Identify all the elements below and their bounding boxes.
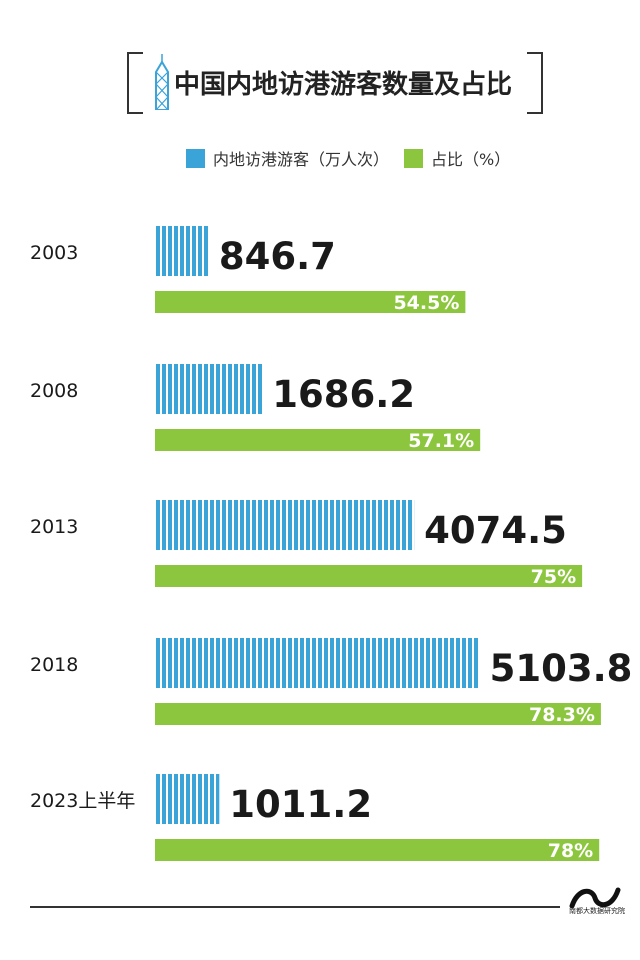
legend-label-share: 占比（%） [431,150,511,169]
right-bracket [527,52,543,114]
share-value-label: 78% [548,840,593,862]
footer-rule [30,906,560,908]
visitors-value-label: 1686.2 [272,373,415,416]
visitors-bar [155,774,220,824]
bank-of-china-tower-icon [155,54,169,110]
left-bracket [127,52,143,114]
category-label: 2003 [30,242,78,264]
legend-item-share: 占比（%） [404,146,510,170]
visitors-value-label: 1011.2 [229,783,372,826]
category-label: 2013 [30,516,78,538]
category-label: 2023上半年 [30,790,135,812]
category-label: 2018 [30,654,78,676]
legend-swatch-share [404,148,423,168]
visitors-bar [155,638,480,688]
chart-title: 中国内地访港游客数量及占比 [174,70,513,100]
share-value-label: 75% [531,566,576,588]
share-value-label: 57.1% [408,430,474,452]
legend: 内地访港游客（万人次） 占比（%） [0,146,640,170]
visitors-value-label: 5103.8 [490,647,633,690]
visitors-value-label: 846.7 [219,235,336,278]
category-label: 2008 [30,380,78,402]
share-value-label: 78.3% [529,704,595,726]
share-bar [155,565,583,587]
share-value-label: 54.5% [393,292,459,314]
legend-swatch-visitors [186,148,205,168]
visitors-bar [155,500,415,550]
visitors-value-label: 4074.5 [424,509,567,552]
logo-text: 南都大数据研究院 [569,907,625,915]
visitors-bar [155,226,209,276]
legend-item-visitors: 内地访港游客（万人次） [186,146,389,170]
share-bar [155,429,481,451]
share-bar [155,839,600,861]
visitors-bar [155,364,263,414]
chart-header: 中国内地访港游客数量及占比 [0,52,640,114]
nandu-logo-icon [569,887,621,909]
legend-label-visitors: 内地访港游客（万人次） [213,150,390,169]
share-bar [155,703,601,725]
share-bar [155,291,466,313]
